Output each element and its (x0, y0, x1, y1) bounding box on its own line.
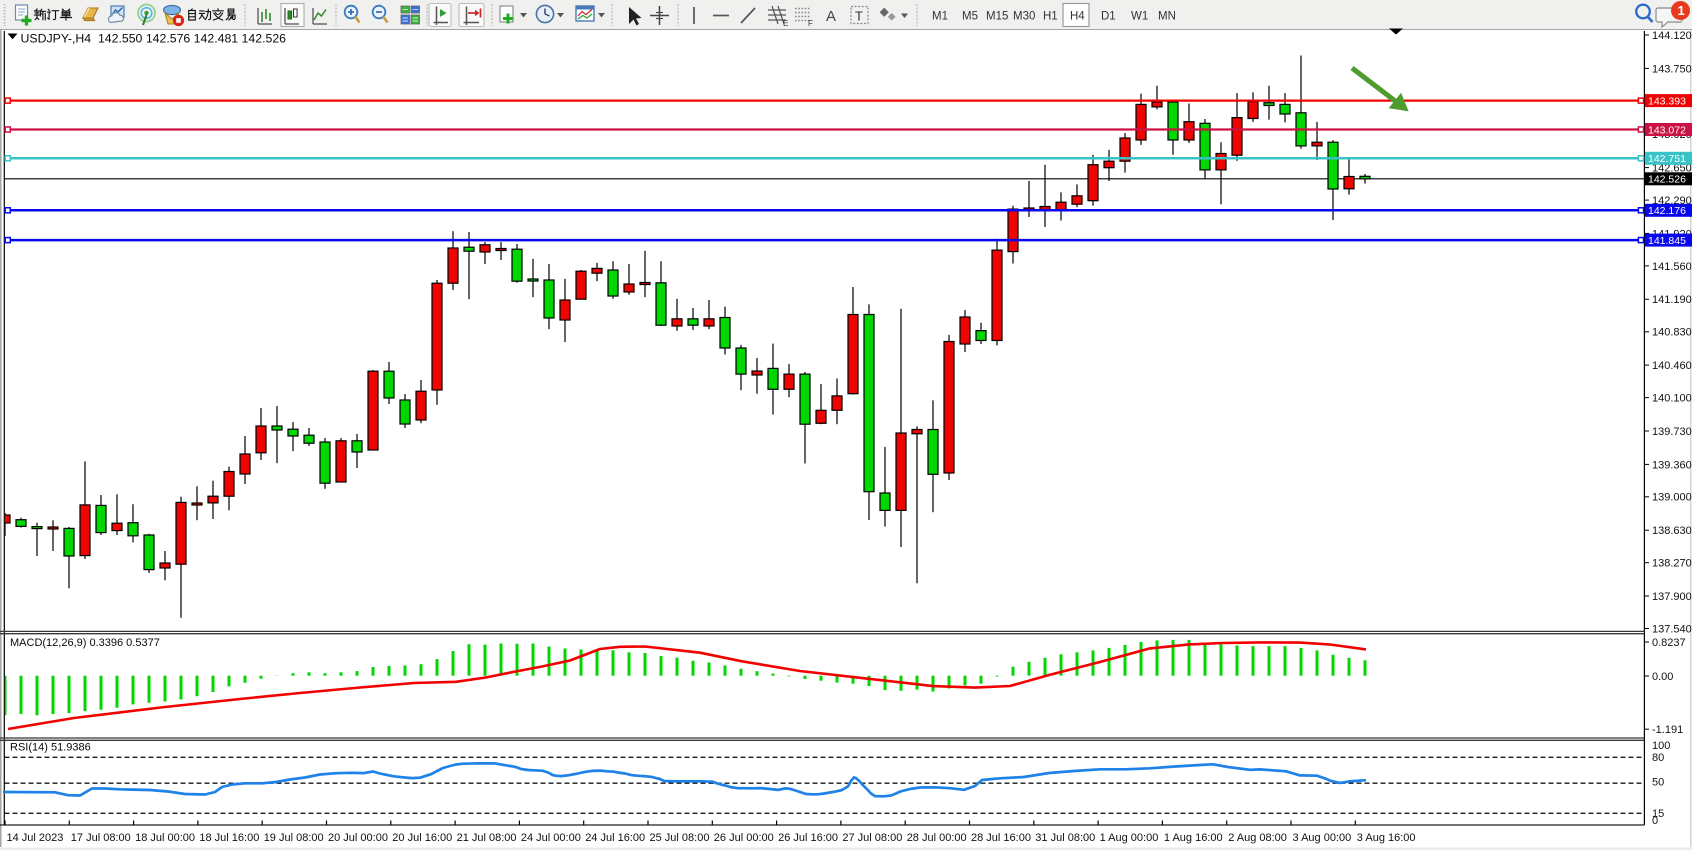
svg-text:138.270: 138.270 (1652, 558, 1692, 570)
svg-text:D1: D1 (1101, 11, 1116, 23)
svg-text:31 Jul 08:00: 31 Jul 08:00 (1035, 832, 1095, 844)
svg-text:137.540: 137.540 (1652, 623, 1692, 635)
svg-text:24 Jul 00:00: 24 Jul 00:00 (521, 832, 581, 844)
svg-text:H1: H1 (1043, 11, 1058, 23)
svg-text:20 Jul 16:00: 20 Jul 16:00 (392, 832, 452, 844)
svg-text:143.750: 143.750 (1652, 63, 1692, 75)
svg-text:H4: H4 (1070, 11, 1085, 23)
svg-text:15: 15 (1652, 808, 1664, 820)
svg-text:138.630: 138.630 (1652, 525, 1692, 537)
svg-text:141.845: 141.845 (1648, 235, 1686, 247)
svg-text:M15: M15 (986, 11, 1008, 23)
svg-text:28 Jul 00:00: 28 Jul 00:00 (907, 832, 967, 844)
svg-text:RSI(14) 51.9386: RSI(14) 51.9386 (10, 742, 91, 754)
svg-text:M30: M30 (1013, 11, 1035, 23)
svg-text:MACD(12,26,9) 0.3396 0.5377: MACD(12,26,9) 0.3396 0.5377 (10, 637, 160, 649)
svg-text:MN: MN (1158, 11, 1176, 23)
svg-text:139.000: 139.000 (1652, 492, 1692, 504)
svg-text:139.360: 139.360 (1652, 459, 1692, 471)
svg-text:80: 80 (1652, 752, 1664, 764)
svg-text:21 Jul 08:00: 21 Jul 08:00 (457, 832, 517, 844)
svg-text:137.900: 137.900 (1652, 591, 1692, 603)
svg-text:26 Jul 00:00: 26 Jul 00:00 (714, 832, 774, 844)
svg-text:100: 100 (1652, 740, 1670, 752)
svg-text:0: 0 (1652, 815, 1658, 827)
svg-text:3 Aug 00:00: 3 Aug 00:00 (1293, 832, 1352, 844)
svg-text:M5: M5 (962, 11, 978, 23)
svg-text:143.393: 143.393 (1648, 96, 1686, 108)
svg-text:T: T (855, 9, 863, 24)
svg-text:142.751: 142.751 (1648, 153, 1686, 165)
svg-text:139.730: 139.730 (1652, 426, 1692, 438)
svg-text:140.830: 140.830 (1652, 327, 1692, 339)
svg-text:USDJPY-,H4 142.550 142.576 14: USDJPY-,H4 142.550 142.576 142.481 142.5… (21, 32, 287, 46)
svg-text:25 Jul 08:00: 25 Jul 08:00 (650, 832, 710, 844)
svg-text:50: 50 (1652, 777, 1664, 789)
svg-text:17 Jul 08:00: 17 Jul 08:00 (71, 832, 131, 844)
svg-text:142.176: 142.176 (1648, 205, 1686, 217)
svg-text:1 Aug 00:00: 1 Aug 00:00 (1100, 832, 1159, 844)
svg-text:M1: M1 (932, 11, 948, 23)
svg-text:W1: W1 (1131, 11, 1148, 23)
svg-text:14 Jul 2023: 14 Jul 2023 (7, 832, 64, 844)
svg-text:140.460: 140.460 (1652, 360, 1692, 372)
svg-text:0.8237: 0.8237 (1652, 637, 1686, 649)
svg-text:140.100: 140.100 (1652, 393, 1692, 405)
svg-text:141.560: 141.560 (1652, 261, 1692, 273)
svg-text:18 Jul 00:00: 18 Jul 00:00 (135, 832, 195, 844)
svg-text:143.072: 143.072 (1648, 124, 1686, 136)
svg-text:19 Jul 08:00: 19 Jul 08:00 (264, 832, 324, 844)
svg-text:A: A (826, 8, 836, 25)
svg-text:26 Jul 16:00: 26 Jul 16:00 (778, 832, 838, 844)
svg-text:144.120: 144.120 (1652, 30, 1692, 42)
svg-text:20 Jul 00:00: 20 Jul 00:00 (328, 832, 388, 844)
svg-text:1 Aug 16:00: 1 Aug 16:00 (1164, 832, 1223, 844)
svg-text:2 Aug 08:00: 2 Aug 08:00 (1228, 832, 1287, 844)
svg-text:141.190: 141.190 (1652, 294, 1692, 306)
svg-text:18 Jul 16:00: 18 Jul 16:00 (199, 832, 259, 844)
svg-text:142.526: 142.526 (1648, 174, 1686, 186)
svg-text:24 Jul 16:00: 24 Jul 16:00 (585, 832, 645, 844)
svg-text:27 Jul 08:00: 27 Jul 08:00 (842, 832, 902, 844)
svg-text:F: F (808, 19, 813, 28)
svg-text:142.650: 142.650 (1652, 163, 1692, 175)
svg-text:28 Jul 16:00: 28 Jul 16:00 (971, 832, 1031, 844)
svg-text:3 Aug 16:00: 3 Aug 16:00 (1357, 832, 1416, 844)
svg-text:E: E (783, 19, 788, 28)
svg-text:0.00: 0.00 (1652, 671, 1673, 683)
svg-text:-1.191: -1.191 (1652, 724, 1683, 736)
svg-text:1: 1 (1678, 3, 1685, 18)
